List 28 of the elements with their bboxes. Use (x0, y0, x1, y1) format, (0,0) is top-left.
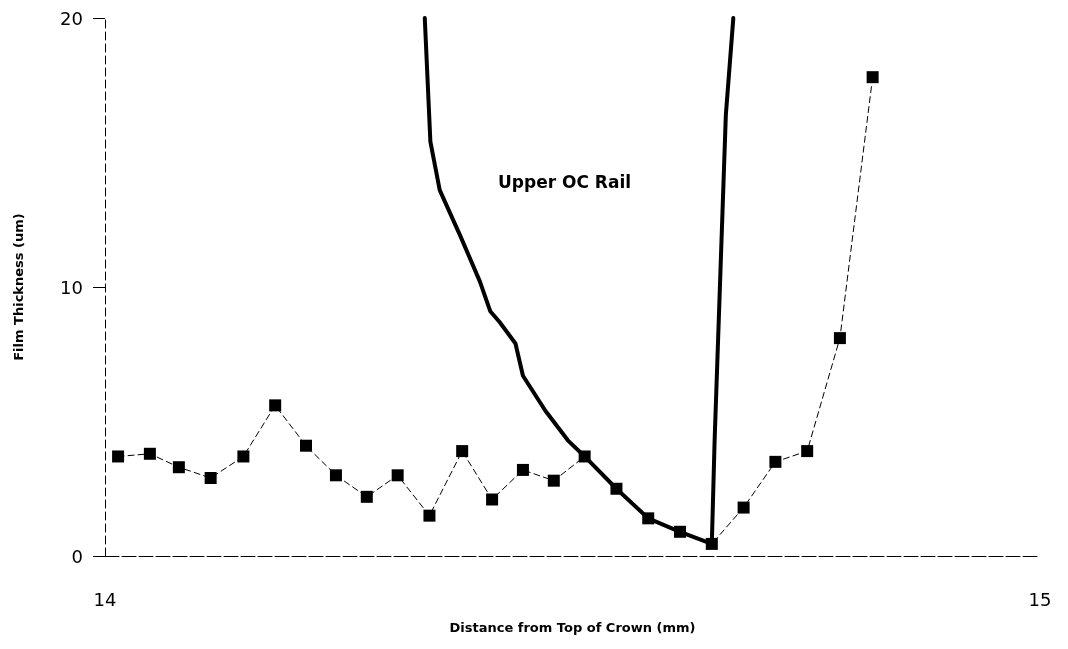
point (172, 461, 185, 474)
point (204, 471, 217, 484)
x-tick-label: 14 (93, 588, 117, 610)
point (360, 490, 373, 503)
y-tick-label: 10 (60, 276, 83, 298)
y-tick-label: 20 (60, 7, 83, 29)
point (769, 455, 782, 468)
point (423, 509, 436, 522)
point (737, 501, 750, 514)
point (329, 469, 342, 482)
point (237, 450, 250, 463)
point (456, 445, 469, 458)
point (112, 450, 125, 463)
point (143, 447, 156, 460)
point (391, 469, 404, 482)
y-axis-title: Film Thickness (um) (11, 213, 26, 361)
point (516, 463, 529, 476)
point (486, 493, 499, 506)
point (801, 445, 814, 458)
y-tick-label: 0 (71, 545, 83, 567)
x-axis-title: Distance from Top of Crown (mm) (449, 620, 696, 635)
point (547, 474, 560, 487)
point (269, 399, 282, 412)
annotation: Upper OC Rail (498, 171, 632, 192)
point (833, 332, 846, 345)
point (300, 439, 313, 452)
x-tick-label: 15 (1028, 588, 1052, 610)
point (866, 71, 879, 84)
